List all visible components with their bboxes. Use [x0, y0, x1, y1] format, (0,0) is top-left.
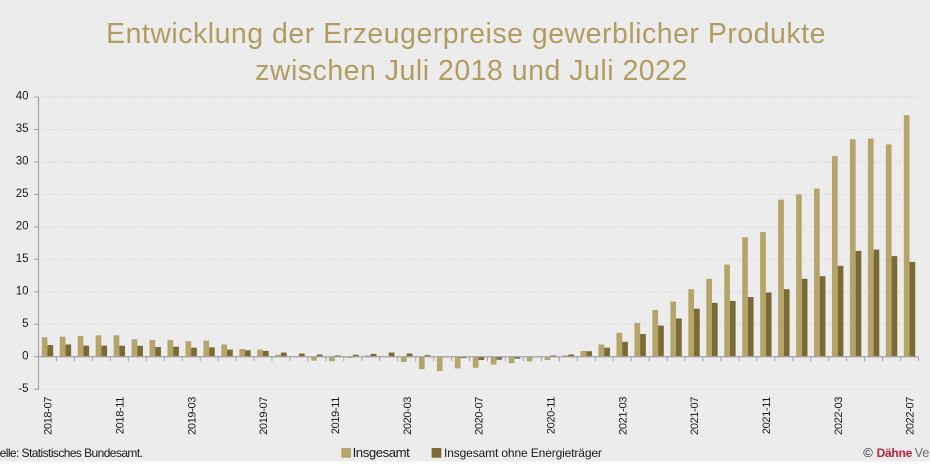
- svg-text:2021-07: 2021-07: [689, 397, 701, 435]
- svg-text:2019-11: 2019-11: [330, 397, 342, 434]
- svg-text:5: 5: [22, 318, 28, 330]
- svg-text:30: 30: [16, 156, 29, 168]
- svg-text:20: 20: [16, 220, 29, 232]
- svg-text:Quelle: Statistisches Bundesam: Quelle: Statistisches Bundesamt.: [0, 446, 143, 460]
- svg-text:©: ©: [863, 445, 873, 460]
- svg-text:2018-11: 2018-11: [115, 397, 127, 434]
- svg-text:2018-07: 2018-07: [43, 397, 55, 435]
- svg-text:Dähne: Dähne: [877, 446, 913, 460]
- svg-text:zwischen Juli 2018 und Juli 20: zwischen Juli 2018 und Juli 2022: [255, 55, 688, 87]
- svg-text:Insgesamt ohne Energieträger: Insgesamt ohne Energieträger: [444, 446, 602, 460]
- svg-text:2021-03: 2021-03: [617, 397, 629, 435]
- svg-text:2020-07: 2020-07: [474, 397, 486, 435]
- svg-text:2020-11: 2020-11: [546, 397, 558, 434]
- svg-text:10: 10: [16, 285, 29, 297]
- svg-text:2019-03: 2019-03: [186, 397, 198, 435]
- svg-text:25: 25: [16, 188, 29, 200]
- svg-text:2019-07: 2019-07: [258, 397, 270, 435]
- svg-text:15: 15: [16, 253, 29, 265]
- svg-text:2020-03: 2020-03: [402, 397, 414, 435]
- svg-text:Insgesamt: Insgesamt: [353, 445, 411, 460]
- svg-text:2021-11: 2021-11: [761, 397, 773, 434]
- svg-text:2022-03: 2022-03: [833, 397, 845, 435]
- svg-text:Entwicklung der Erzeugerpreise: Entwicklung der Erzeugerpreise gewerblic…: [106, 18, 826, 50]
- svg-text:2022-07: 2022-07: [905, 397, 917, 435]
- svg-text:-5: -5: [18, 383, 28, 395]
- svg-text:35: 35: [16, 123, 29, 135]
- svg-text:0: 0: [22, 350, 28, 362]
- svg-text:Verlag: Verlag: [915, 446, 930, 460]
- svg-text:40: 40: [16, 91, 29, 103]
